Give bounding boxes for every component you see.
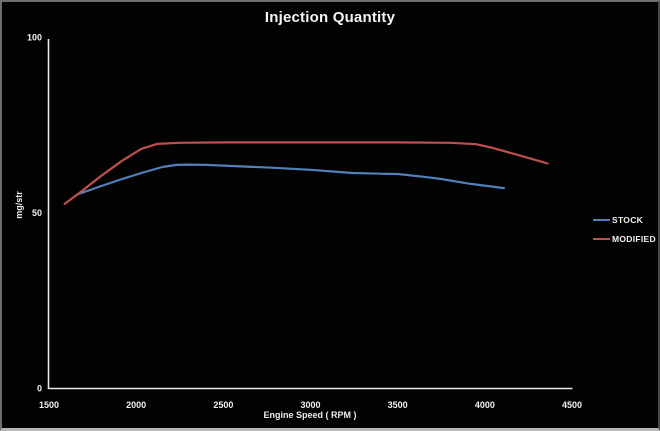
- legend-item-stock: STOCK: [593, 215, 656, 225]
- x-tick-label: 3000: [300, 400, 320, 410]
- x-tick-label: 2500: [213, 400, 233, 410]
- legend-swatch-stock: [593, 219, 610, 221]
- x-tick-label: 3500: [388, 400, 408, 410]
- x-tick-label: 4000: [475, 400, 495, 410]
- legend-label: STOCK: [612, 215, 644, 225]
- x-tick-label: 2000: [126, 400, 146, 410]
- legend-item-modified: MODIFIED: [593, 234, 656, 244]
- legend: STOCK MODIFIED: [593, 215, 656, 253]
- legend-label: MODIFIED: [612, 234, 656, 244]
- x-tick-label: 1500: [39, 400, 59, 410]
- y-axis-title: mg/str: [14, 191, 24, 219]
- y-tick-label: 100: [27, 33, 42, 43]
- series-line-modified: [63, 141, 549, 205]
- y-tick-label: 50: [32, 208, 42, 218]
- chart-title: Injection Quantity: [264, 9, 396, 26]
- x-tick-label: 4500: [562, 400, 582, 410]
- series-line-stock: [77, 163, 506, 196]
- legend-swatch-modified: [593, 238, 610, 240]
- y-tick-label: 0: [37, 384, 42, 394]
- x-axis-title: Engine Speed ( RPM ): [263, 410, 357, 420]
